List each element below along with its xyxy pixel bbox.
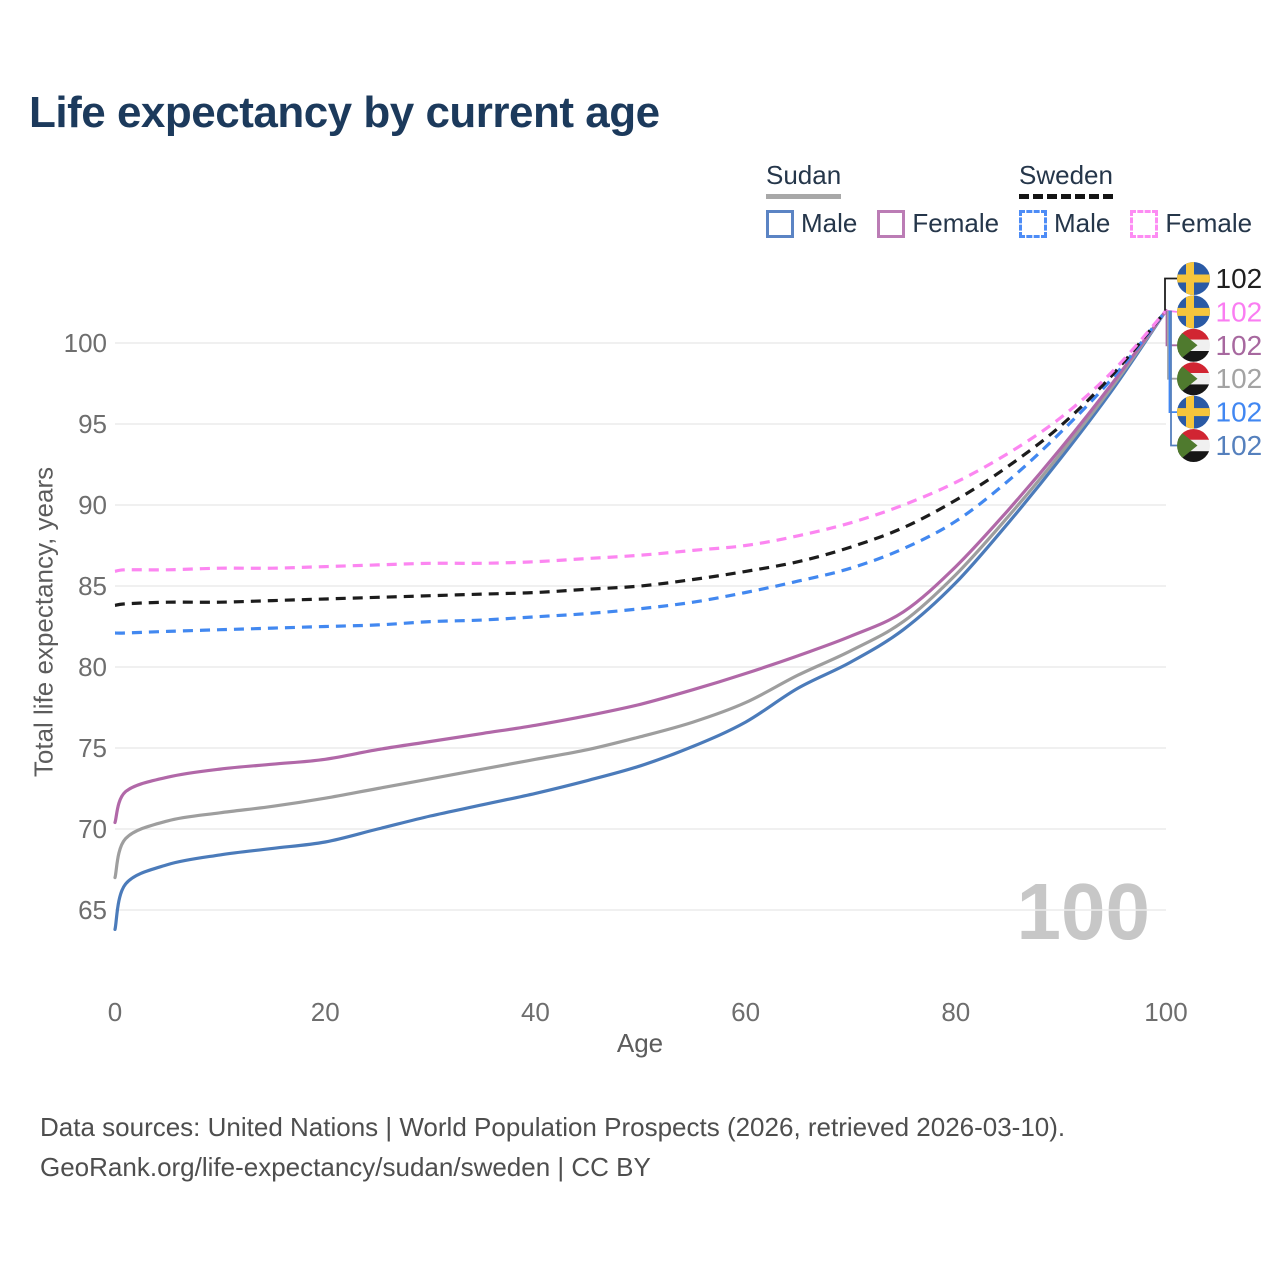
sweden-female-swatch-icon xyxy=(1130,209,1159,238)
series-line-sweden-male xyxy=(114,309,1168,635)
gridlines xyxy=(115,342,1166,911)
x-tick-20: 20 xyxy=(311,997,340,1027)
sudan-flag-icon xyxy=(1177,328,1210,362)
end-value-sweden-both: 102 xyxy=(1216,263,1263,294)
footer-data-sources: Data sources: United Nations | World Pop… xyxy=(40,1112,1066,1142)
legend-label-sweden-male: Male xyxy=(1054,208,1111,238)
end-value-sudan-female: 102 xyxy=(1216,330,1263,361)
footer: Data sources: United Nations | World Pop… xyxy=(40,1107,1065,1187)
y-tick-70: 70 xyxy=(78,814,107,844)
y-tick-65: 65 xyxy=(78,895,107,925)
legend-label-sweden-female: Female xyxy=(1165,208,1253,238)
y-tick-95: 95 xyxy=(78,409,107,439)
legend-item-sweden-female: Female xyxy=(1130,208,1252,239)
legend-item-sudan-male: Male xyxy=(766,208,857,239)
sweden-male-swatch-icon xyxy=(1019,209,1047,238)
end-value-sudan-both: 102 xyxy=(1216,363,1263,394)
sweden-flag-icon xyxy=(1177,395,1210,429)
y-tick-80: 80 xyxy=(78,652,107,682)
series-line-sudan-male xyxy=(113,309,1168,931)
y-tick-75: 75 xyxy=(78,733,107,763)
sudan-female-swatch-icon xyxy=(877,209,906,238)
y-tick-85: 85 xyxy=(78,571,107,601)
sudan-flag-icon xyxy=(1177,429,1210,462)
y-tick-90: 90 xyxy=(78,490,107,520)
series-lines xyxy=(113,309,1168,931)
sudan-flag-icon xyxy=(1177,362,1210,396)
end-value-sweden-female: 102 xyxy=(1216,296,1263,327)
connector-sudan-both xyxy=(1167,310,1177,380)
page-title: Life expectancy by current age xyxy=(29,88,660,137)
connector-sudan-male xyxy=(1170,310,1177,447)
legend-items-sweden: Male Female xyxy=(1019,208,1252,239)
y-tick-100: 100 xyxy=(64,328,107,358)
sweden-flag-icon xyxy=(1177,295,1210,329)
series-line-sweden-both xyxy=(114,309,1168,607)
legend-header-sweden: Sweden xyxy=(1019,160,1113,199)
series-line-sudan-both xyxy=(113,309,1168,880)
legend-group-sudan: Sudan Male Female xyxy=(766,160,999,239)
x-tick-60: 60 xyxy=(731,997,760,1027)
x-tick-80: 80 xyxy=(941,997,970,1027)
legend-label-sudan-male: Male xyxy=(801,208,858,238)
x-tick-0: 0 xyxy=(108,997,122,1027)
legend-header-sudan: Sudan xyxy=(766,160,842,199)
y-axis-tick-labels: 65 70 75 80 85 90 95 100 xyxy=(64,328,107,925)
legend-item-sweden-male: Male xyxy=(1019,208,1110,239)
sweden-flag-icon xyxy=(1177,262,1210,295)
sudan-male-swatch-icon xyxy=(766,209,794,238)
legend-items-sudan: Male Female xyxy=(766,208,999,239)
series-line-sudan-female xyxy=(113,309,1168,825)
end-value-sweden-male: 102 xyxy=(1216,397,1263,428)
connector-sweden-male xyxy=(1168,310,1177,414)
y-axis-title: Total life expectancy, years xyxy=(28,466,59,778)
legend-label-sudan-female: Female xyxy=(912,208,1000,238)
legend-group-sweden: Sweden Male Female xyxy=(1019,160,1252,239)
age-counter-watermark: 100 xyxy=(1016,867,1150,956)
x-tick-100: 100 xyxy=(1144,997,1187,1027)
legend-item-sudan-female: Female xyxy=(877,208,999,239)
series-line-sweden-female xyxy=(114,309,1168,573)
x-tick-40: 40 xyxy=(521,997,550,1027)
connector-sudan-female xyxy=(1165,310,1177,347)
end-value-sudan-male: 102 xyxy=(1216,430,1263,461)
footer-attribution: GeoRank.org/life-expectancy/sudan/sweden… xyxy=(40,1152,651,1182)
x-axis-tick-labels: 0 20 40 60 80 100 xyxy=(108,997,1188,1027)
connector-sweden-both xyxy=(1164,277,1177,311)
x-axis-title: Age xyxy=(616,1028,664,1058)
